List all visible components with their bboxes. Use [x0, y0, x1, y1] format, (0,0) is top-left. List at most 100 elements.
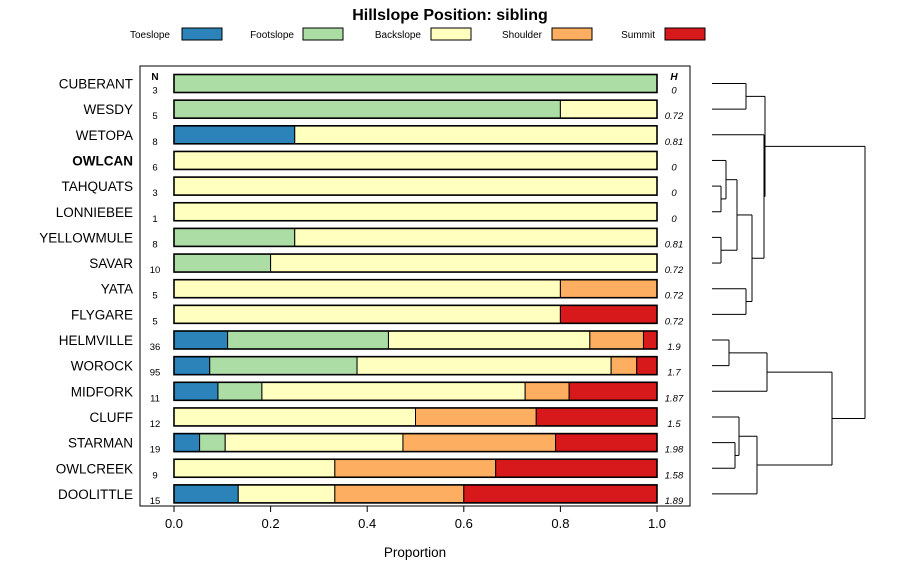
- row-h-value: 0: [671, 162, 677, 173]
- bar-outline: [173, 227, 658, 248]
- x-tick-label: 0.0: [165, 516, 183, 531]
- dendrogram: [712, 83, 866, 495]
- row-label: LONNIEBEE: [56, 205, 133, 220]
- bar-outline: [173, 304, 658, 325]
- chart-title: Hillslope Position: sibling: [352, 7, 548, 24]
- row-n-value: 8: [152, 239, 157, 250]
- bar-segment-backslope: [294, 227, 658, 247]
- bar-row-lonniebee: LONNIEBEE 1 0: [56, 201, 677, 225]
- legend-shoulder-label: Shoulder: [502, 30, 543, 41]
- bar-segment-footslope: [173, 253, 272, 273]
- bar-segment-summit: [555, 433, 658, 453]
- row-n-value: 11: [150, 393, 160, 404]
- bar-segment-backslope: [173, 407, 416, 427]
- bar-outline: [173, 150, 658, 171]
- row-label: OWLCREEK: [56, 461, 133, 476]
- bar-segment-summit: [463, 484, 658, 504]
- bar-segment-backslope: [173, 458, 336, 478]
- bar-outline: [173, 73, 658, 94]
- row-label: TAHQUATS: [61, 179, 133, 194]
- bar-segment-toeslope: [173, 433, 201, 453]
- bar-row-flygare: FLYGARE 5 0.72: [71, 304, 684, 327]
- bar-segment-toeslope: [173, 330, 229, 350]
- x-tick-label: 0.8: [551, 516, 569, 531]
- row-h-value: 0.81: [665, 239, 684, 250]
- bar-row-midfork: MIDFORK 11 1.87: [71, 381, 684, 404]
- legend-footslope-swatch: [302, 27, 344, 41]
- row-n-value: 15: [150, 496, 161, 507]
- legend-backslope-label: Backslope: [375, 30, 422, 41]
- bar-outline: [173, 253, 658, 273]
- bar-segment-shoulder: [559, 279, 658, 299]
- row-n-value: 6: [152, 162, 157, 173]
- bar-row-yata: YATA 5 0.72: [101, 278, 684, 302]
- row-label: STARMAN: [68, 436, 133, 451]
- legend-shoulder-swatch: [551, 27, 593, 41]
- bar-segment-backslope: [237, 484, 336, 504]
- bar-segment-backslope: [294, 125, 658, 145]
- row-h-value: 1.9: [667, 342, 681, 353]
- bar-segment-backslope: [559, 99, 658, 119]
- row-n-value: 9: [152, 470, 157, 481]
- row-h-value: 1.7: [667, 368, 681, 379]
- row-n-value: 3: [152, 188, 157, 199]
- row-label: WETOPA: [76, 128, 133, 143]
- row-n-value: 95: [150, 368, 161, 379]
- legend-backslope-swatch: [430, 27, 472, 41]
- row-h-value: 0.72: [665, 111, 684, 122]
- bar-segment-backslope: [173, 279, 561, 299]
- legend-footslope-label: Footslope: [250, 30, 294, 41]
- bar-segment-footslope: [199, 433, 226, 453]
- bar-row-starman: STARMAN 19 1.98: [68, 432, 684, 456]
- row-label: CLUFF: [90, 410, 134, 425]
- row-h-value: 0: [671, 214, 677, 225]
- row-n-value: 5: [152, 291, 157, 302]
- bar-segment-toeslope: [173, 356, 211, 376]
- legend-toeslope-label: Toeslope: [130, 30, 170, 41]
- bar-outline: [173, 278, 658, 299]
- row-n-value: 10: [150, 265, 161, 276]
- bar-segment-summit: [495, 458, 658, 478]
- bar-row-owlcreek: OWLCREEK 9 1.58: [56, 458, 684, 481]
- row-label: WESDY: [83, 102, 133, 117]
- bar-segment-summit: [535, 407, 658, 427]
- bar-row-savar: SAVAR 10 0.72: [89, 253, 684, 276]
- n-column-header: N: [151, 72, 158, 83]
- bar-segment-footslope: [217, 381, 263, 401]
- bar-segment-shoulder: [610, 356, 638, 376]
- bar-segment-summit: [636, 356, 658, 376]
- bar-outline: [173, 484, 658, 504]
- row-label: YATA: [101, 282, 133, 297]
- bar-outline: [173, 355, 658, 376]
- row-label: WOROCK: [71, 359, 133, 374]
- bar-segment-shoulder: [334, 458, 497, 478]
- bar-row-owlcan: OWLCAN 6 0: [72, 150, 677, 173]
- plot-frame: [139, 65, 691, 507]
- bar-segment-footslope: [173, 99, 561, 119]
- bar-segment-toeslope: [173, 381, 219, 401]
- bar-row-wetopa: WETOPA 8 0.81: [76, 125, 683, 148]
- row-h-value: 0: [671, 86, 677, 97]
- bar-outline: [173, 381, 658, 402]
- row-h-value: 1.5: [667, 419, 681, 430]
- row-n-value: 36: [150, 342, 161, 353]
- legend-summit-label: Summit: [621, 30, 655, 41]
- bar-row-doolittle: DOOLITTLE 15 1.89: [58, 484, 684, 507]
- bar-row-wesdy: WESDY 5 0.72: [83, 99, 684, 122]
- row-n-value: 8: [152, 137, 157, 148]
- bar-segment-backslope: [173, 202, 658, 222]
- bar-outline: [173, 176, 658, 196]
- bar-segment-backslope: [173, 150, 658, 170]
- bar-segment-footslope: [173, 74, 658, 93]
- bar-row-worock: WOROCK 95 1.7: [71, 355, 681, 379]
- x-tick-label: 0.4: [358, 516, 376, 531]
- x-axis: 0.0 0.2 0.4 0.6 0.8 1.0: [165, 506, 666, 531]
- bar-segment-backslope: [270, 253, 658, 273]
- row-n-value: 19: [150, 445, 161, 456]
- bar-row-cuberant: CUBERANT 3 0: [59, 73, 677, 97]
- bar-segment-backslope: [224, 433, 404, 453]
- bar-segment-backslope: [356, 356, 612, 376]
- bar-row-yellowmule: YELLOWMULE 8 0.81: [39, 227, 684, 250]
- bar-segment-backslope: [173, 176, 658, 196]
